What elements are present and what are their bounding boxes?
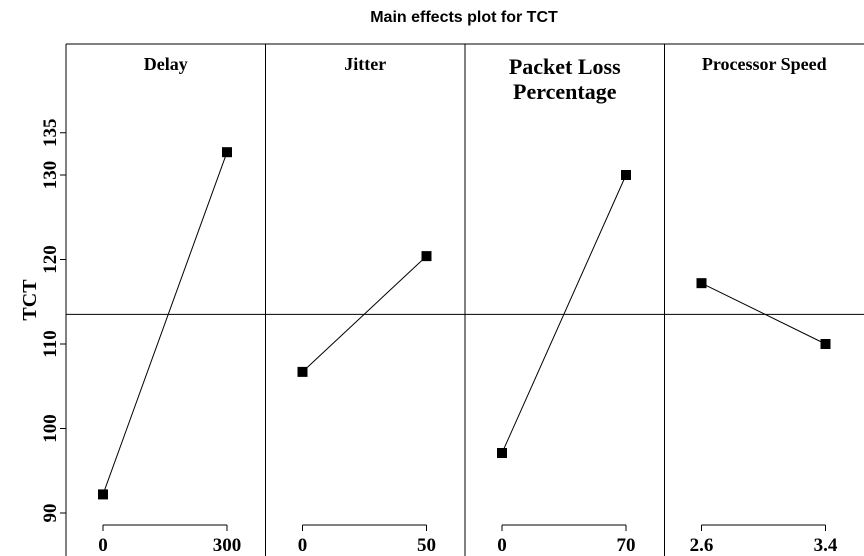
data-point bbox=[421, 251, 432, 262]
x-tick-label: 3.4 bbox=[814, 535, 838, 556]
y-tick-label: 100 bbox=[40, 414, 61, 443]
x-tick-label: 70 bbox=[617, 535, 636, 556]
panel-title: Jitter bbox=[344, 54, 386, 74]
x-tick-label: 0 bbox=[298, 535, 308, 556]
data-point bbox=[820, 339, 831, 349]
data-point bbox=[98, 489, 108, 500]
data-point bbox=[621, 170, 631, 180]
chart-title: Main effects plot for TCT bbox=[370, 9, 558, 26]
data-point bbox=[497, 448, 507, 459]
panel-title: Processor Speed bbox=[702, 54, 827, 74]
x-tick-label: 50 bbox=[417, 535, 436, 556]
data-point bbox=[222, 147, 232, 158]
x-tick-label: 0 bbox=[497, 535, 507, 556]
panel-title: Percentage bbox=[513, 79, 617, 104]
series-line bbox=[501, 174, 627, 454]
panel-title: Delay bbox=[144, 54, 188, 74]
y-tick-label: 135 bbox=[40, 119, 61, 148]
plot-area: 90 100 110 120 130 135 Delay 0 300 Jitter 0 50 Packe… bbox=[40, 43, 864, 556]
y-axis-label: TCT bbox=[19, 279, 41, 321]
series-line bbox=[302, 255, 427, 373]
y-tick-label: 110 bbox=[40, 330, 61, 357]
series-line bbox=[701, 282, 826, 345]
x-tick-label: 2.6 bbox=[690, 535, 714, 556]
y-tick-label: 120 bbox=[40, 245, 61, 274]
data-point bbox=[297, 366, 308, 377]
x-tick-label: 0 bbox=[98, 535, 108, 556]
series-line bbox=[102, 152, 228, 495]
data-point bbox=[696, 278, 707, 289]
panel-title: Packet Loss bbox=[509, 54, 621, 79]
y-tick-label: 130 bbox=[40, 161, 61, 190]
y-tick-label: 90 bbox=[40, 504, 61, 523]
x-tick-label: 300 bbox=[213, 535, 242, 556]
